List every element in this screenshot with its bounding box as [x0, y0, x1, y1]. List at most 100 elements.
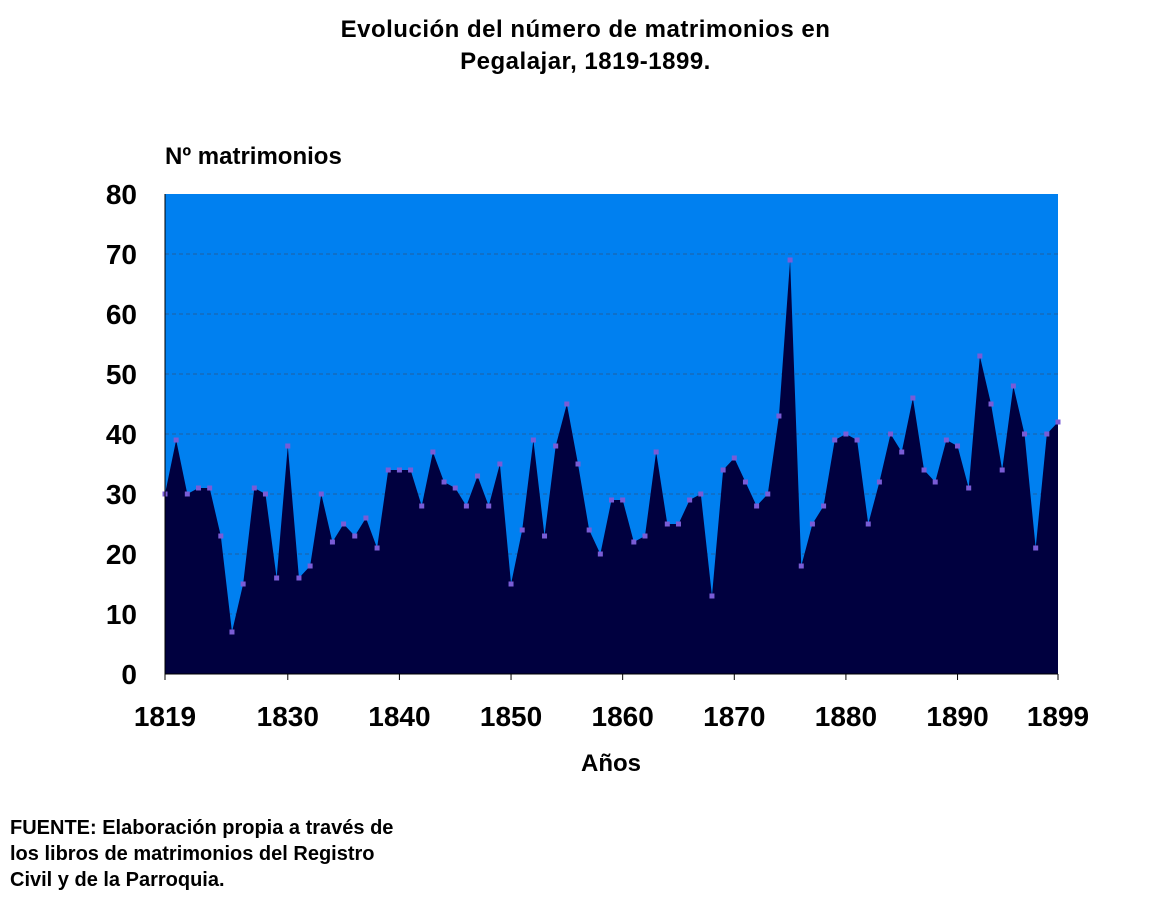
data-point-1880 — [843, 431, 849, 437]
data-point-1894 — [999, 467, 1005, 473]
y-axis-label: Nº matrimonios — [165, 143, 342, 170]
data-point-1841 — [408, 467, 414, 473]
data-point-1825 — [229, 629, 235, 635]
data-point-1834 — [329, 539, 335, 545]
data-point-1848 — [486, 503, 492, 509]
data-point-1838 — [374, 545, 380, 551]
data-point-1844 — [441, 479, 447, 485]
data-point-1887 — [921, 467, 927, 473]
source-note: FUENTE: Elaboración propia a través de l… — [10, 815, 393, 893]
x-tick-1830: 1830 — [257, 701, 319, 732]
data-point-1882 — [865, 521, 871, 527]
data-point-1850 — [508, 581, 514, 587]
chart-title-line-2: Pegalajar, 1819-1899. — [460, 48, 711, 75]
data-point-1837 — [363, 515, 369, 521]
data-point-1890 — [955, 443, 961, 449]
data-point-1849 — [497, 461, 503, 467]
data-point-1832 — [307, 563, 313, 569]
data-point-1860 — [620, 497, 626, 503]
data-point-1871 — [742, 479, 748, 485]
data-point-1853 — [542, 533, 548, 539]
series-area — [165, 260, 1058, 674]
data-point-1826 — [240, 581, 246, 587]
data-point-1895 — [1010, 383, 1016, 389]
data-point-1864 — [664, 521, 670, 527]
data-point-1883 — [876, 479, 882, 485]
data-point-1823 — [207, 485, 213, 491]
data-point-1851 — [519, 527, 525, 533]
x-tick-1840: 1840 — [368, 701, 430, 732]
data-point-1899 — [1055, 419, 1061, 425]
data-point-1836 — [352, 533, 358, 539]
x-tick-1819: 1819 — [134, 701, 196, 732]
data-point-1873 — [765, 491, 771, 497]
data-point-1827 — [251, 485, 257, 491]
data-point-1867 — [698, 491, 704, 497]
data-point-1891 — [966, 485, 972, 491]
y-tick-60: 60 — [106, 299, 137, 330]
chart-title: Evolución del número de matrimonios en P… — [0, 14, 1171, 78]
data-point-1857 — [586, 527, 592, 533]
data-point-1829 — [274, 575, 280, 581]
y-tick-40: 40 — [106, 419, 137, 450]
data-point-1821 — [184, 491, 190, 497]
x-axis-label: Años — [581, 750, 641, 777]
y-tick-10: 10 — [106, 599, 137, 630]
data-point-1840 — [396, 467, 402, 473]
data-point-1854 — [553, 443, 559, 449]
data-point-1830 — [285, 443, 291, 449]
data-point-1866 — [687, 497, 693, 503]
y-tick-70: 70 — [106, 239, 137, 270]
data-point-1855 — [564, 401, 570, 407]
data-point-1872 — [754, 503, 760, 509]
data-point-1845 — [452, 485, 458, 491]
data-point-1859 — [609, 497, 614, 503]
data-point-1863 — [653, 449, 659, 455]
x-tick-1899: 1899 — [1027, 701, 1089, 732]
data-point-1889 — [943, 437, 949, 443]
data-point-1897 — [1033, 545, 1039, 551]
x-tick-1860: 1860 — [592, 701, 654, 732]
data-point-1896 — [1022, 431, 1028, 437]
data-point-1839 — [385, 467, 391, 473]
y-tick-labels: 0 10 20 30 40 50 60 70 80 — [106, 179, 137, 690]
data-point-1885 — [899, 449, 905, 455]
data-point-1835 — [341, 521, 347, 527]
y-tick-80: 80 — [106, 179, 137, 210]
data-point-1898 — [1044, 431, 1050, 437]
x-tick-1890: 1890 — [926, 701, 988, 732]
source-line-1: FUENTE: Elaboración propia a través de — [10, 817, 394, 839]
y-tick-0: 0 — [121, 659, 137, 690]
x-tick-labels: 1819 1830 1840 1850 1860 1870 1880 1890 1899 — [134, 674, 1089, 732]
x-tick-1870: 1870 — [703, 701, 765, 732]
y-tick-20: 20 — [106, 539, 137, 570]
data-point-1884 — [888, 431, 894, 437]
data-point-1824 — [218, 533, 224, 539]
x-tick-1850: 1850 — [480, 701, 542, 732]
data-point-1852 — [530, 437, 536, 443]
data-point-1868 — [709, 593, 715, 599]
y-tick-30: 30 — [106, 479, 137, 510]
data-point-1875 — [787, 257, 793, 263]
data-point-1862 — [642, 533, 648, 539]
data-point-1828 — [262, 491, 268, 497]
data-point-1874 — [776, 413, 782, 419]
source-line-2: los libros de matrimonios del Registro — [10, 843, 375, 865]
data-point-1892 — [977, 353, 983, 359]
data-point-1878 — [821, 503, 827, 509]
data-point-1893 — [988, 401, 994, 407]
data-point-1858 — [597, 551, 603, 557]
data-point-1847 — [475, 473, 481, 479]
data-point-1869 — [720, 467, 726, 473]
data-point-1820 — [173, 437, 179, 443]
data-point-1870 — [731, 455, 737, 461]
data-point-1831 — [296, 575, 302, 581]
data-point-1856 — [575, 461, 581, 467]
data-point-1881 — [854, 437, 860, 443]
data-point-1888 — [932, 479, 938, 485]
data-point-1865 — [675, 521, 681, 527]
data-point-1846 — [463, 503, 469, 509]
source-line-3: Civil y de la Parroquia. — [10, 869, 225, 891]
data-point-1822 — [195, 485, 201, 491]
